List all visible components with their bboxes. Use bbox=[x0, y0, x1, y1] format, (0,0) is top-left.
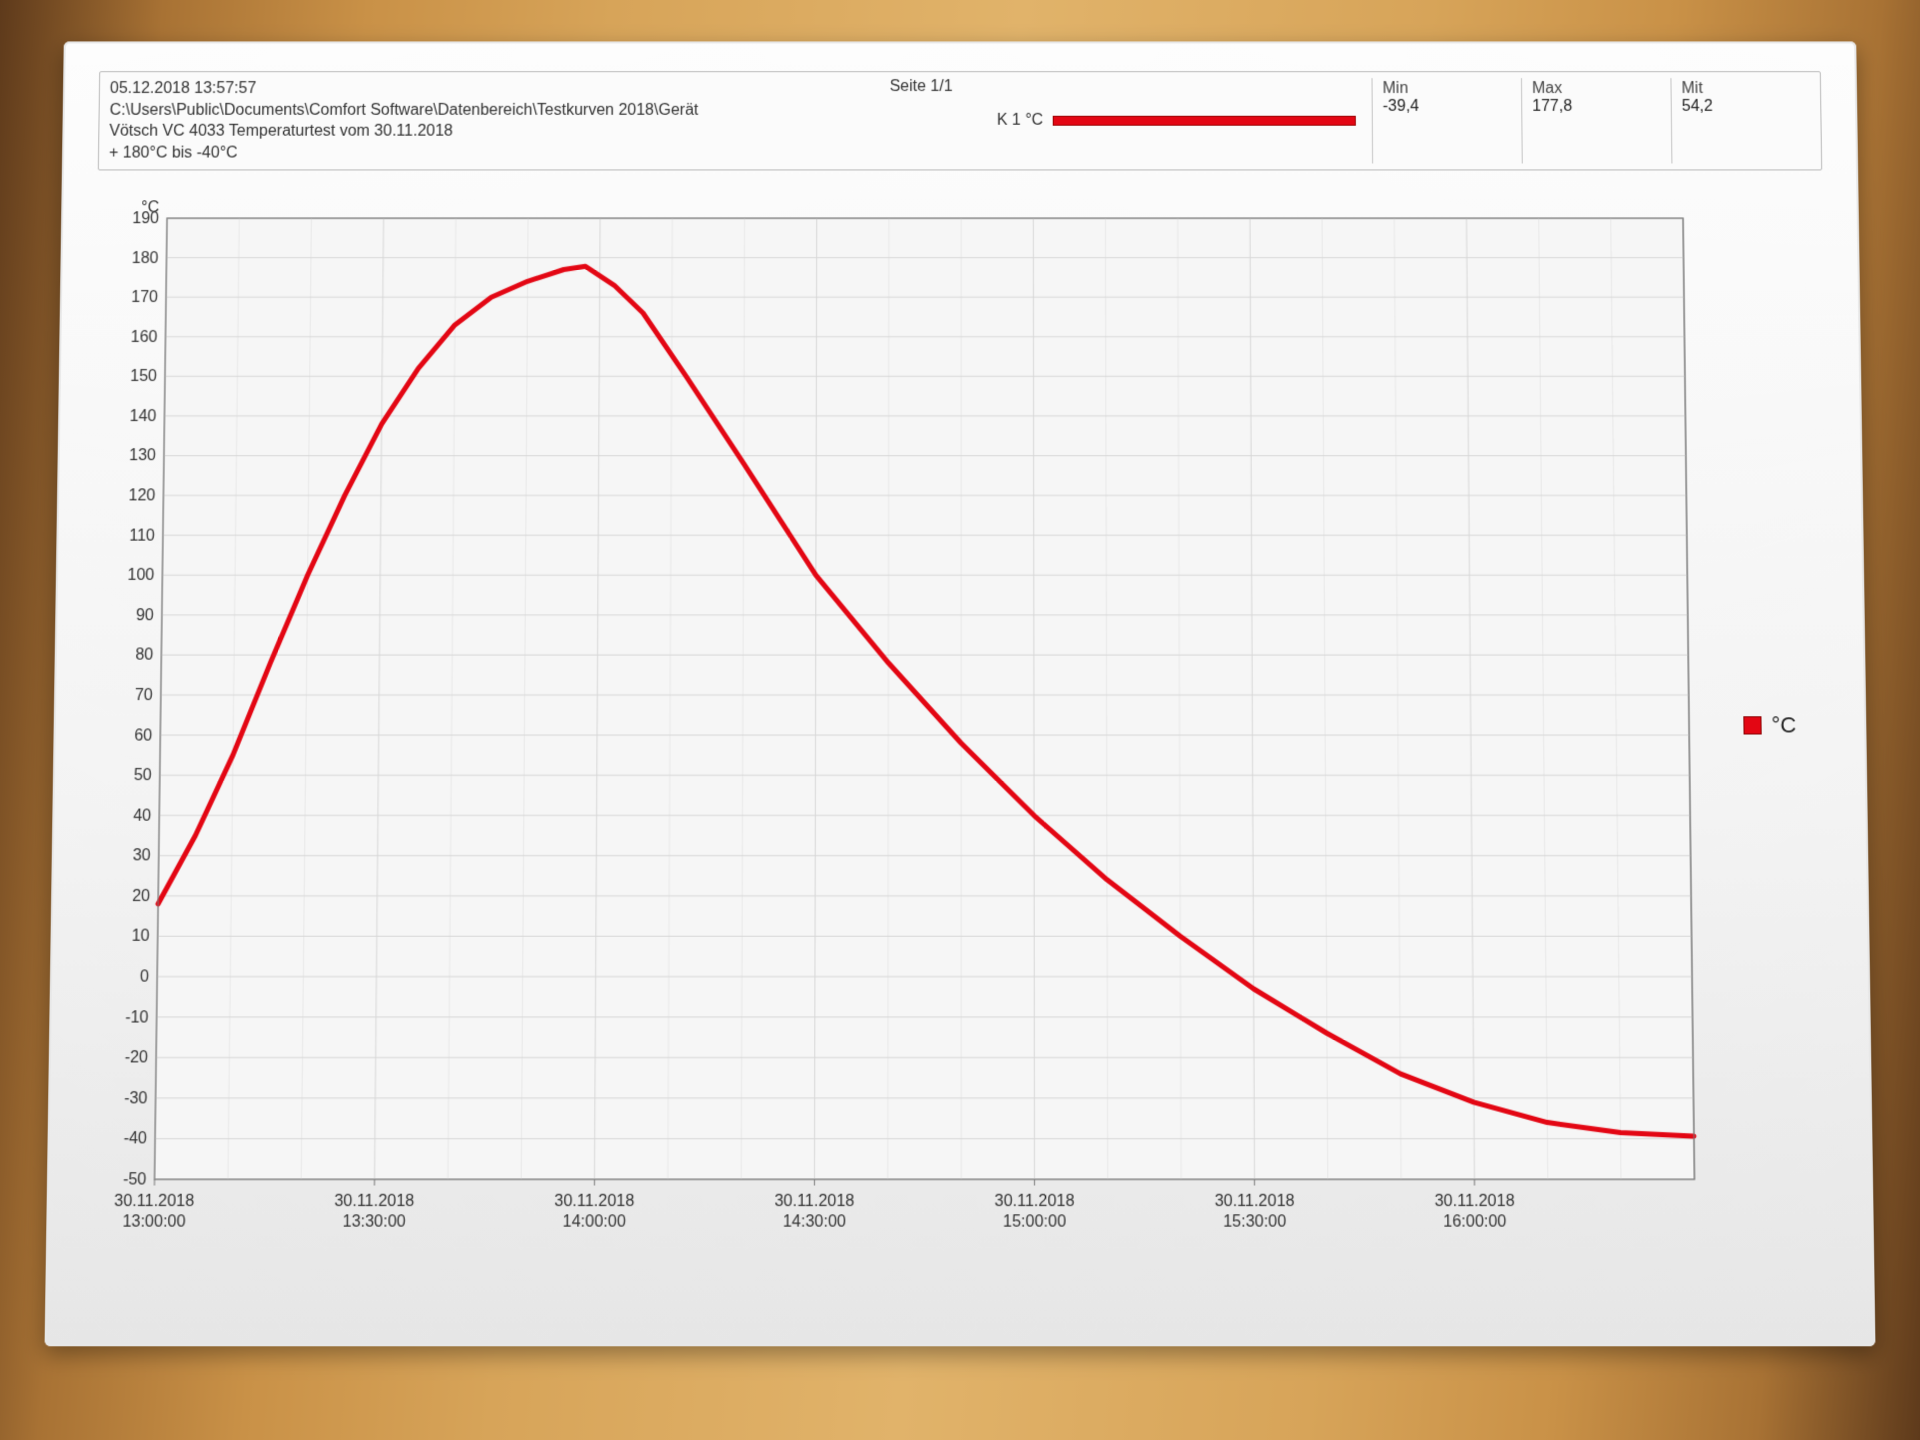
svg-text:14:00:00: 14:00:00 bbox=[563, 1214, 626, 1232]
svg-text:30.11.2018: 30.11.2018 bbox=[334, 1193, 414, 1211]
svg-text:-20: -20 bbox=[124, 1050, 148, 1067]
svg-text:30.11.2018: 30.11.2018 bbox=[1435, 1193, 1515, 1211]
svg-text:70: 70 bbox=[135, 687, 153, 704]
svg-text:-30: -30 bbox=[124, 1090, 148, 1107]
report-header: 05.12.2018 13:57:57 C:\Users\Public\Docu… bbox=[98, 71, 1822, 171]
svg-text:60: 60 bbox=[134, 727, 152, 744]
legend-color-box bbox=[1743, 717, 1761, 735]
side-legend: °C bbox=[1703, 189, 1838, 1273]
stat-min: Min -39,4 bbox=[1372, 78, 1512, 164]
stat-max-label: Max bbox=[1532, 80, 1651, 98]
temperature-chart: -50 -40 -30 -20 -10 0 10 20 30 40 50 60 70 80 90 100 110… bbox=[82, 189, 1716, 1273]
svg-text:16:00:00: 16:00:00 bbox=[1443, 1214, 1506, 1232]
printout-page: 05.12.2018 13:57:57 C:\Users\Public\Docu… bbox=[45, 41, 1876, 1346]
svg-text:10: 10 bbox=[132, 928, 150, 945]
print-timestamp: 05.12.2018 13:57:57 bbox=[110, 78, 846, 99]
svg-text:100: 100 bbox=[127, 567, 154, 584]
svg-text:13:30:00: 13:30:00 bbox=[342, 1214, 405, 1232]
channel-legend: K 1 °C bbox=[997, 78, 1356, 164]
svg-text:30: 30 bbox=[133, 848, 151, 865]
stat-avg-label: Mit bbox=[1681, 80, 1800, 98]
svg-text:14:30:00: 14:30:00 bbox=[783, 1214, 846, 1232]
svg-text:120: 120 bbox=[129, 488, 156, 505]
svg-text:-50: -50 bbox=[123, 1171, 147, 1189]
svg-text:0: 0 bbox=[140, 969, 149, 986]
svg-text:30.11.2018: 30.11.2018 bbox=[554, 1193, 634, 1211]
svg-text:130: 130 bbox=[129, 448, 156, 465]
svg-text:°C: °C bbox=[141, 200, 159, 217]
svg-text:150: 150 bbox=[130, 369, 157, 386]
stats-block: Min -39,4 Max 177,8 Mit 54,2 bbox=[1372, 78, 1812, 164]
legend-label: °C bbox=[1771, 713, 1796, 739]
stat-avg: Mit 54,2 bbox=[1670, 78, 1811, 164]
source-path: C:\Users\Public\Documents\Comfort Softwa… bbox=[109, 100, 845, 121]
report-title: Vötsch VC 4033 Temperaturtest vom 30.11.… bbox=[109, 121, 845, 142]
svg-text:30.11.2018: 30.11.2018 bbox=[995, 1193, 1075, 1211]
svg-text:30.11.2018: 30.11.2018 bbox=[1215, 1193, 1295, 1211]
chart-svg: -50 -40 -30 -20 -10 0 10 20 30 40 50 60 70 80 90 100 110… bbox=[82, 189, 1716, 1273]
channel-label: K 1 °C bbox=[997, 112, 1043, 130]
chart-region: -50 -40 -30 -20 -10 0 10 20 30 40 50 60 70 80 90 100 110… bbox=[82, 189, 1838, 1273]
stat-max-value: 177,8 bbox=[1532, 98, 1651, 116]
range-line: + 180°C bis -40°C bbox=[109, 142, 845, 163]
svg-text:-10: -10 bbox=[125, 1009, 149, 1026]
svg-text:15:00:00: 15:00:00 bbox=[1003, 1214, 1066, 1232]
channel-color-swatch bbox=[1053, 116, 1356, 126]
svg-text:13:00:00: 13:00:00 bbox=[122, 1214, 186, 1232]
svg-text:180: 180 bbox=[132, 250, 159, 267]
stat-min-label: Min bbox=[1382, 80, 1501, 98]
stat-min-value: -39,4 bbox=[1383, 98, 1502, 116]
svg-text:15:30:00: 15:30:00 bbox=[1223, 1214, 1286, 1232]
header-left-block: 05.12.2018 13:57:57 C:\Users\Public\Docu… bbox=[109, 78, 846, 164]
svg-text:30.11.2018: 30.11.2018 bbox=[114, 1193, 194, 1211]
svg-text:20: 20 bbox=[132, 888, 150, 905]
svg-text:110: 110 bbox=[129, 528, 155, 545]
svg-text:30.11.2018: 30.11.2018 bbox=[774, 1193, 854, 1211]
svg-text:40: 40 bbox=[133, 808, 151, 825]
svg-text:140: 140 bbox=[130, 408, 157, 425]
stat-avg-value: 54,2 bbox=[1682, 98, 1801, 116]
svg-text:-40: -40 bbox=[123, 1131, 147, 1148]
svg-text:50: 50 bbox=[134, 767, 152, 784]
page-indicator: Seite 1/1 bbox=[861, 78, 981, 164]
svg-text:170: 170 bbox=[131, 290, 158, 307]
stat-max: Max 177,8 bbox=[1521, 78, 1661, 164]
svg-text:90: 90 bbox=[136, 607, 154, 624]
svg-text:160: 160 bbox=[131, 329, 158, 346]
svg-text:80: 80 bbox=[135, 647, 153, 664]
